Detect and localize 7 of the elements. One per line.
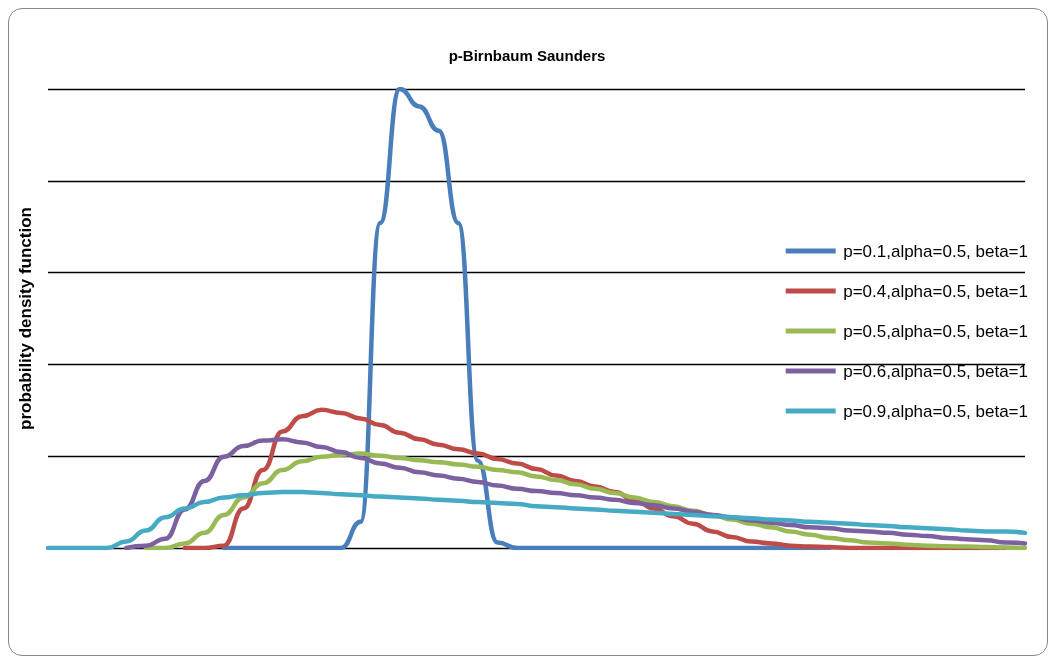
legend-label: p=0.6,alpha=0.5, beta=1: [843, 361, 1028, 381]
legend-label: p=0.4,alpha=0.5, beta=1: [843, 281, 1028, 301]
legend-label: p=0.9,alpha=0.5, beta=1: [843, 401, 1028, 421]
chart-title: p-Birnbaum Saunders: [448, 47, 606, 64]
legend-label: p=0.1,alpha=0.5, beta=1: [843, 241, 1028, 261]
legend-label: p=0.5,alpha=0.5, beta=1: [843, 321, 1028, 341]
y-axis-title: probability density function: [16, 207, 35, 430]
